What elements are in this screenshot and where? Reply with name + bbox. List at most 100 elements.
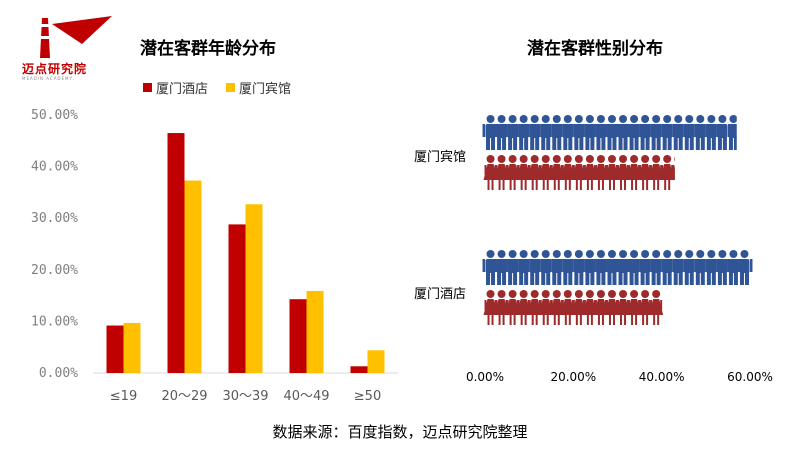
legend-item-hotel: 厦门酒店 — [143, 78, 208, 97]
male-icon — [714, 115, 731, 150]
y-tick-label: 0.00% — [39, 366, 78, 381]
row-label-guesthouse: 厦门宾馆 — [414, 150, 467, 165]
male-icon — [692, 115, 709, 150]
male-icon — [603, 115, 620, 150]
male-icon — [548, 250, 565, 285]
x-tick-label: 40.00% — [639, 370, 685, 384]
y-tick-label: 50.00% — [31, 108, 78, 123]
female-icon — [627, 155, 642, 190]
female-icon — [616, 155, 631, 190]
female-icon — [505, 290, 520, 325]
logo-subtext: MEADIN ACADEMY — [22, 76, 73, 81]
male-icon — [581, 115, 598, 150]
bar-guesthouse — [367, 350, 385, 373]
legend-label-hotel: 厦门酒店 — [156, 82, 209, 97]
female-icon — [494, 290, 509, 325]
male-icon — [548, 115, 565, 150]
male-icon — [626, 115, 643, 150]
female-icon — [549, 155, 564, 190]
female-icon — [527, 155, 542, 190]
male-icon — [559, 250, 576, 285]
x-tick-label: 20.00% — [550, 370, 596, 384]
bar-hotel — [289, 299, 307, 373]
male-icon — [703, 115, 720, 150]
male-icon — [637, 250, 654, 285]
logo: 迈点研究院 MEADIN ACADEMY — [22, 14, 132, 81]
male-icon — [725, 250, 742, 285]
male-icon — [681, 115, 698, 150]
x-tick-label: 30～39 — [222, 389, 268, 404]
female-icon — [483, 155, 498, 190]
male-icon — [670, 115, 687, 150]
female-icon — [582, 290, 597, 325]
male-icon — [714, 250, 731, 285]
male-icon — [681, 250, 698, 285]
female-icon — [483, 290, 498, 325]
male-icon — [626, 250, 643, 285]
x-tick-label: 60.00% — [727, 370, 773, 384]
bar-guesthouse — [306, 290, 324, 373]
male-icon — [493, 250, 510, 285]
female-icon — [505, 155, 520, 190]
female-icon — [649, 290, 664, 325]
male-icon — [648, 115, 665, 150]
male-icon — [727, 115, 737, 150]
bar-hotel — [167, 133, 185, 373]
male-icon — [736, 250, 753, 285]
gender-chart-title: 潜在客群性别分布 — [527, 39, 663, 59]
female-icon — [538, 155, 553, 190]
male-icon — [703, 250, 720, 285]
male-icon — [537, 115, 554, 150]
legend-swatch-hotel — [143, 83, 152, 92]
male-icon — [504, 115, 521, 150]
female-icon — [516, 155, 531, 190]
bar-hotel — [106, 325, 124, 373]
female-icon — [549, 290, 564, 325]
female-icon — [538, 290, 553, 325]
male-icon — [526, 115, 543, 150]
male-icon — [515, 115, 532, 150]
legend-swatch-guesthouse — [226, 83, 235, 92]
female-icon — [616, 290, 631, 325]
male-icon — [648, 250, 665, 285]
male-icon — [482, 115, 499, 150]
female-icon — [560, 155, 575, 190]
y-tick-label: 20.00% — [31, 263, 78, 278]
female-icon — [604, 155, 619, 190]
gender-pictograph-chart: 0.00% 20.00% 40.00% 60.00% — [466, 115, 773, 384]
male-icon — [615, 250, 632, 285]
male-icon — [504, 250, 521, 285]
x-tick-label: ≥50 — [354, 389, 381, 404]
male-icon — [592, 115, 609, 150]
male-icon — [570, 250, 587, 285]
y-tick-label: 30.00% — [31, 211, 78, 226]
male-icon — [515, 250, 532, 285]
bar-hotel — [350, 366, 368, 373]
male-icon — [493, 115, 510, 150]
x-tick-label: 40～49 — [283, 389, 329, 404]
male-icon — [526, 250, 543, 285]
male-icon — [603, 250, 620, 285]
female-icon — [638, 290, 653, 325]
female-icon — [649, 155, 664, 190]
female-icon — [560, 290, 575, 325]
age-chart-title: 潜在客群年龄分布 — [140, 39, 276, 59]
male-icon — [670, 250, 687, 285]
male-icon — [537, 250, 554, 285]
bar-guesthouse — [245, 204, 263, 373]
logo-text: 迈点研究院 — [22, 62, 88, 76]
female-icon — [571, 155, 586, 190]
y-tick-label: 40.00% — [31, 160, 78, 175]
male-icon — [592, 250, 609, 285]
bar-guesthouse — [184, 180, 202, 373]
bar-guesthouse — [123, 322, 141, 373]
source-note: 数据来源：百度指数，迈点研究院整理 — [272, 423, 528, 441]
legend-item-guesthouse: 厦门宾馆 — [226, 78, 291, 97]
logo-mark — [40, 16, 112, 58]
female-icon — [527, 290, 542, 325]
female-icon — [604, 290, 619, 325]
female-icon — [593, 290, 608, 325]
x-tick-label: 0.00% — [466, 370, 504, 384]
male-icon — [615, 115, 632, 150]
